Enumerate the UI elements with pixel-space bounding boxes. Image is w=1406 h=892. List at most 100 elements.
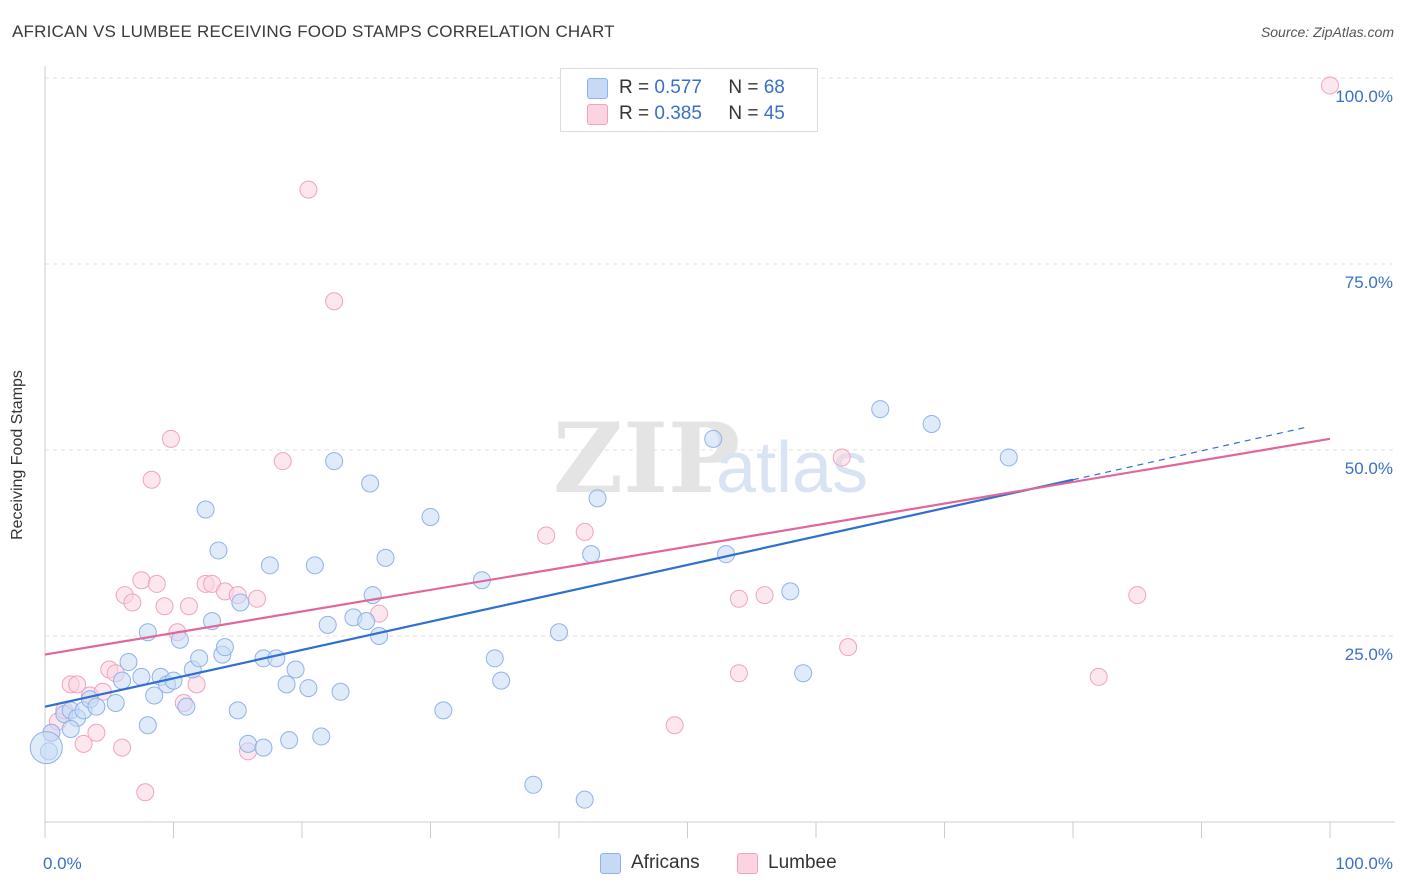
y-tick-label: 25.0% <box>1345 645 1393 664</box>
lumbee-point <box>123 593 142 612</box>
africans-point <box>794 664 813 683</box>
africans-point <box>239 734 258 753</box>
lumbee-point <box>136 783 155 802</box>
africans-point <box>582 545 601 564</box>
africans-point <box>145 686 164 705</box>
africans-point <box>325 452 344 471</box>
lumbee-point <box>729 589 748 608</box>
africans-point <box>421 507 440 526</box>
y-axis-label: Receiving Food Stamps <box>9 370 26 540</box>
lumbee-point <box>147 574 166 593</box>
lumbee-point <box>1128 586 1147 605</box>
legend-r-value-lumbee: 0.385 <box>654 103 702 124</box>
africans-point <box>999 448 1018 467</box>
africans-point <box>254 738 273 757</box>
africans-point <box>331 682 350 701</box>
africans-trend-extension <box>1072 427 1305 481</box>
legend-n-label: N = <box>728 77 759 98</box>
trend-lines <box>44 427 1331 708</box>
africans-point <box>231 593 250 612</box>
africans-point <box>132 667 151 686</box>
africans-point <box>312 727 331 746</box>
africans-point <box>492 671 511 690</box>
africans-point <box>588 489 607 508</box>
lumbee-point <box>537 526 556 545</box>
legend-n-value-africans: 68 <box>763 77 785 98</box>
africans-point <box>106 693 125 712</box>
lumbee-point <box>87 723 106 742</box>
watermark-zip: ZIP <box>553 402 740 515</box>
lumbee-point <box>132 571 151 590</box>
africans-points <box>29 400 1018 809</box>
africans-point <box>286 660 305 679</box>
legend-r-value-africans: 0.577 <box>654 77 702 98</box>
africans-point <box>550 623 568 642</box>
africans-point <box>190 649 209 668</box>
africans-point <box>267 649 286 668</box>
legend-swatch-africans <box>600 853 621 874</box>
africans-point <box>61 720 80 738</box>
lumbee-point <box>113 738 132 757</box>
africans-point <box>209 541 228 560</box>
watermark-atlas: atlas <box>716 428 868 508</box>
africans-point <box>485 649 504 668</box>
africans-point <box>215 638 234 657</box>
legend-label-africans: Africans <box>631 852 700 873</box>
africans-point <box>871 400 890 419</box>
africans-point <box>196 500 215 519</box>
correlation-legend: R = 0.577 N = 68 R = 0.385 N = 45 <box>560 68 818 132</box>
africans-point <box>299 679 318 698</box>
source-note: Source: ZipAtlas.com <box>1260 24 1394 40</box>
legend-r-label: R = <box>619 77 650 98</box>
y-tick-label: 75.0% <box>1345 273 1393 292</box>
lumbee-point <box>74 734 93 753</box>
lumbee-point <box>665 716 684 735</box>
africans-point <box>228 701 247 720</box>
africans-point <box>357 612 376 631</box>
lumbee-point <box>299 180 318 199</box>
africans-point <box>704 429 723 448</box>
africans-point <box>318 615 337 634</box>
lumbee-trend-line <box>44 437 1331 656</box>
lumbee-point <box>161 429 180 448</box>
lumbee-point <box>1089 667 1108 686</box>
africans-point <box>305 556 324 575</box>
y-tick-label: 50.0% <box>1345 459 1393 478</box>
legend-r-label: R = <box>619 103 650 124</box>
lumbee-point <box>755 586 774 605</box>
africans-point <box>260 556 279 575</box>
legend-n-label: N = <box>728 103 759 124</box>
lumbee-point <box>187 675 206 694</box>
x-tick-label: 100.0% <box>1335 854 1393 873</box>
lumbee-point <box>832 448 851 467</box>
africans-point <box>922 414 941 433</box>
axes <box>44 66 1395 838</box>
africans-trend-line <box>44 478 1074 708</box>
lumbee-point <box>142 470 161 489</box>
africans-point <box>575 790 594 809</box>
africans-point <box>119 653 138 672</box>
legend-swatch-lumbee <box>587 104 608 125</box>
africans-point <box>277 675 296 694</box>
lumbee-point <box>179 597 198 616</box>
y-tick-label: 100.0% <box>1335 87 1393 106</box>
africans-point <box>434 701 453 720</box>
africans-point <box>29 731 63 765</box>
lumbee-point <box>575 522 594 541</box>
lumbee-point <box>729 664 748 683</box>
africans-point <box>361 474 380 493</box>
chart-title: AFRICAN VS LUMBEE RECEIVING FOOD STAMPS … <box>12 22 615 41</box>
africans-point <box>280 731 299 750</box>
africans-point <box>113 671 132 690</box>
lumbee-point <box>839 638 858 657</box>
tick-labels: 25.0% 50.0% 75.0% 100.0% 0.0% 100.0% <box>43 87 1393 873</box>
africans-point <box>781 582 800 601</box>
legend-label-lumbee: Lumbee <box>768 852 837 873</box>
africans-point <box>138 716 157 735</box>
africans-point <box>376 548 395 567</box>
africans-point <box>87 697 106 716</box>
lumbee-point <box>248 589 267 608</box>
lumbee-point <box>155 597 174 616</box>
x-tick-label: 0.0% <box>43 854 82 873</box>
